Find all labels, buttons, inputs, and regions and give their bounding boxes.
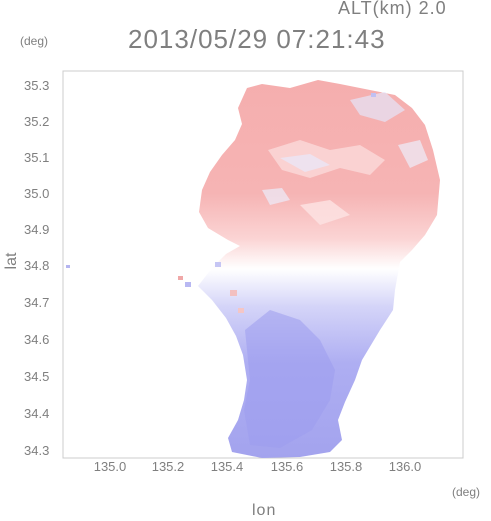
y-tick-label: 35.2 — [24, 114, 50, 129]
receding-streak — [268, 140, 385, 178]
altitude-label: ALT(km) 2.0 — [338, 0, 447, 18]
radar-echo-region — [198, 80, 440, 458]
echo-fleck — [178, 276, 183, 280]
echo-fleck — [238, 308, 244, 313]
x-tick-label: 135.6 — [270, 459, 304, 474]
timestamp-title: 2013/05/29 07:21:43 — [128, 24, 386, 54]
approaching-core — [244, 310, 335, 448]
y-tick-label: 34.7 — [24, 295, 50, 310]
y-axis-unit: (deg) — [20, 34, 49, 48]
plot-frame — [62, 70, 464, 459]
receding-streak — [350, 92, 405, 122]
x-tick-label: 135.4 — [210, 459, 244, 474]
x-axis-title: lon — [252, 502, 277, 519]
echo-fleck — [215, 262, 221, 267]
y-axis-title: lat — [3, 252, 20, 270]
x-tick-label: 136.0 — [388, 459, 422, 474]
echo-fleck — [230, 290, 237, 296]
y-tick-label: 35.3 — [24, 78, 50, 93]
y-tick-label: 34.6 — [24, 332, 50, 347]
receding-streak — [300, 200, 350, 225]
receding-streak — [262, 188, 290, 205]
x-tick-label: 135.8 — [329, 459, 363, 474]
receding-streak — [398, 140, 428, 168]
y-tick-label: 35.0 — [24, 186, 50, 201]
x-axis-unit: (deg) — [452, 485, 481, 499]
y-tick-label: 34.8 — [24, 258, 50, 273]
y-tick-label: 34.5 — [24, 369, 50, 384]
y-tick-label: 34.3 — [24, 443, 50, 458]
echo-fleck — [185, 282, 191, 287]
y-tick-label: 34.4 — [24, 406, 50, 421]
x-tick-label: 135.0 — [93, 459, 127, 474]
y-tick-label: 34.9 — [24, 222, 50, 237]
x-tick-label: 135.2 — [151, 459, 185, 474]
echo-fleck — [66, 265, 70, 268]
echo-fleck — [371, 93, 376, 97]
y-tick-label: 35.1 — [24, 150, 50, 165]
receding-streak — [280, 154, 330, 172]
